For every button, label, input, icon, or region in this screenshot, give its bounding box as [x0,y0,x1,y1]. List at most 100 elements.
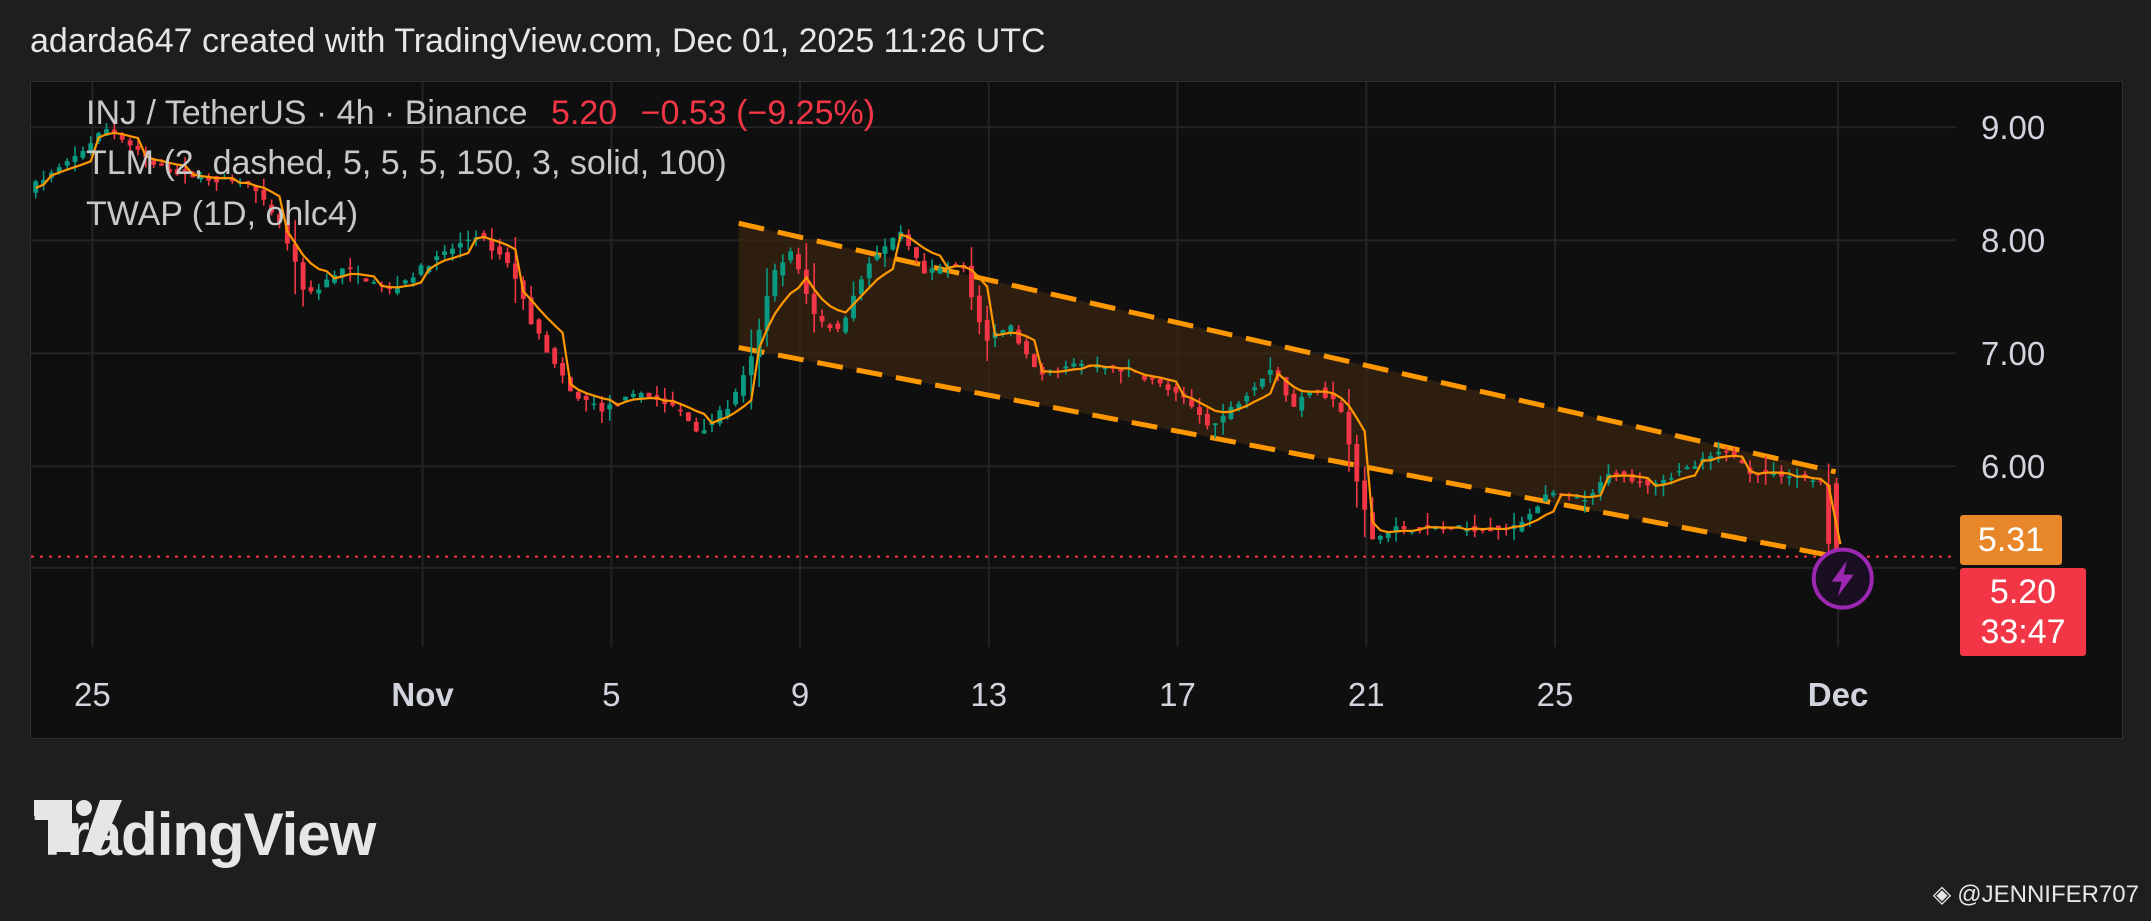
candle-body [1173,386,1179,393]
candle-body [1189,399,1195,407]
candle-body [481,232,487,239]
candle-body [1157,378,1163,384]
candle-body [851,295,856,319]
candle-body [253,186,259,192]
candle-body [1543,494,1548,502]
candle-body [1535,506,1541,514]
candle-body [1236,403,1242,410]
candle-body [166,168,172,173]
chart-area[interactable]: 9.00 8.00 7.00 6.00 25 Nov 5 9 13 17 21 25 Dec INJ /… [30,81,2123,739]
candle-body [1071,363,1077,367]
candle-body [119,134,125,140]
candle-body [1354,444,1360,482]
candle-body [457,243,463,248]
y-axis-tick-label: 9.00 [1981,109,2045,146]
candle-body [1637,481,1643,483]
candle-body [796,254,801,270]
candle-body [678,409,683,412]
candle-body [182,169,188,172]
candle-body [685,412,691,422]
candle-body [741,375,746,396]
candle-body [1204,413,1210,426]
chart-header-credit: adarda647 created with TradingView.com, … [30,22,1046,60]
candle-body [1197,407,1202,415]
candle-body [725,408,731,417]
candle-body [693,421,699,432]
candle-body [1267,369,1273,375]
candle-body [560,363,566,376]
candle-body [1574,496,1580,499]
x-axis-tick-label: 5 [602,676,620,713]
candle-body [670,400,676,406]
candle-body [575,391,581,399]
candle-body [599,402,605,412]
candle-body [1425,525,1431,527]
candle-body [339,268,345,278]
candle-body [1684,467,1690,470]
candle-body [858,279,864,295]
candle-body [1385,531,1391,539]
candle-body [1283,377,1289,396]
candle-body [347,267,353,269]
candle-body [701,430,707,434]
candle-body [843,317,849,333]
watermark-handle: @JENNIFER707 [1957,880,2139,908]
candle-body [1723,450,1729,453]
binance-diamond-icon: ◈ [1932,881,1952,908]
candle-body [756,329,762,358]
y-axis-tick-label: 7.00 [1981,335,2045,372]
candle-body [623,396,628,401]
candle-body [489,239,495,251]
candle-body [984,319,990,341]
candle-body [1668,478,1674,480]
candle-body [969,265,974,298]
candle-body [1149,377,1155,380]
candle-body [269,204,275,213]
candle-body [1322,387,1328,398]
legend-symbol-row[interactable]: INJ / TetherUS · 4h · Binance 5.20 −0.53… [86,94,875,133]
candle-body [111,129,117,134]
bar-countdown: 33:47 [1980,613,2066,651]
candle-body [88,143,94,152]
candle-body [1676,470,1682,473]
candle-body [1252,387,1258,391]
candle-body [1220,415,1226,423]
candle-body [41,180,47,184]
candle-body [395,288,400,294]
candle-body [1763,470,1769,473]
candle-body [536,319,542,334]
candle-body [1739,459,1745,464]
price-chart[interactable]: 9.00 8.00 7.00 6.00 25 Nov 5 9 13 17 21 25 Dec [31,82,2124,740]
candle-body [1346,411,1352,445]
candle-body [1212,423,1218,426]
candle-body [717,410,723,424]
candle-body [324,279,330,288]
candle-body [64,161,70,166]
legend-tlm[interactable]: TLM (2, dashed, 5, 5, 5, 150, 3, solid, … [86,144,727,182]
candle-body [591,403,597,406]
candle-body [292,243,298,262]
candle-body [1228,406,1234,420]
candle-body [1165,384,1171,391]
candle-body [953,264,959,266]
legend-twap[interactable]: TWAP (1D, ohlc4) [86,195,359,233]
last-price-tag: 5.20 33:47 [1960,568,2086,656]
x-axis-tick-label: Dec [1808,676,1869,713]
candle-body [607,404,613,410]
tradingview-logo[interactable]: TradingView [34,800,376,869]
candle-body [1456,525,1462,528]
candle-body [544,334,550,353]
candle-body [1102,367,1108,370]
x-axis-tick-label: 25 [74,676,111,713]
candle-body [1645,479,1651,486]
candle-body [811,293,817,315]
candle-body [874,254,880,260]
candle-body [174,169,180,175]
candle-body [552,348,558,364]
candle-body [1708,456,1714,462]
candle-body [1582,499,1588,502]
candle-body [206,176,212,181]
channel-lower-line [738,345,1837,560]
x-axis-tick-label: 17 [1159,676,1196,713]
candle-body [465,239,471,242]
